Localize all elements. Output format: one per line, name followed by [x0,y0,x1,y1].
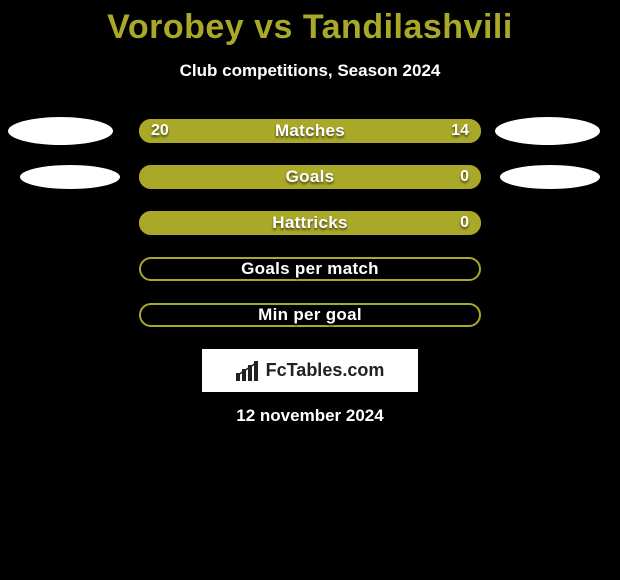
player-left-oval [8,117,113,145]
stat-label: Goals per match [139,257,481,281]
stat-row: 0Goals [0,165,620,189]
comparison-card: Vorobey vs Tandilashvili Club competitio… [0,0,620,580]
stat-rows: 2014Matches 0Goals 0Hattricks Goals per mat… [0,119,620,327]
stat-label: Matches [139,119,481,143]
stat-bar: 0Hattricks [139,211,481,235]
stat-bar: 0Goals [139,165,481,189]
player-right-oval [495,117,600,145]
logo-text: FcTables.com [266,360,385,381]
logo-badge: FcTables.com [202,349,418,392]
stat-label: Goals [139,165,481,189]
stat-bar: Goals per match [139,257,481,281]
stat-row: Min per goal [0,303,620,327]
date-label: 12 november 2024 [0,406,620,426]
stat-row: 0Hattricks [0,211,620,235]
stat-bar: 2014Matches [139,119,481,143]
player-left-oval [20,165,120,189]
stat-bar: Min per goal [139,303,481,327]
subtitle: Club competitions, Season 2024 [0,61,620,81]
page-title: Vorobey vs Tandilashvili [0,0,620,47]
stat-label: Hattricks [139,211,481,235]
stat-row: Goals per match [0,257,620,281]
bars-icon [236,361,260,381]
player-right-oval [500,165,600,189]
stat-label: Min per goal [139,303,481,327]
stat-row: 2014Matches [0,119,620,143]
